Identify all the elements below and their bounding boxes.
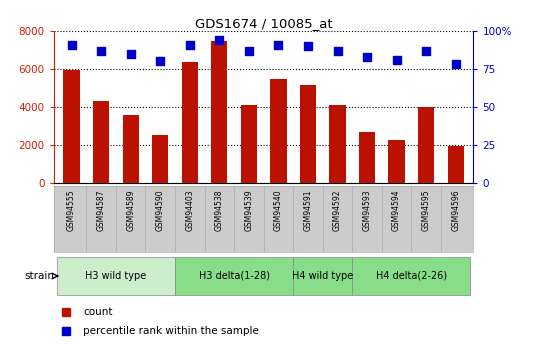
Text: GSM94591: GSM94591 — [303, 189, 313, 231]
Point — [245, 48, 253, 53]
Bar — [293, 257, 352, 295]
Text: GSM94539: GSM94539 — [244, 189, 253, 231]
Text: GSM94596: GSM94596 — [451, 189, 460, 231]
Bar — [123, 115, 139, 183]
Bar — [240, 106, 257, 183]
Bar — [388, 140, 405, 183]
Point — [215, 37, 224, 43]
Point — [363, 54, 371, 60]
Text: GSM94587: GSM94587 — [97, 189, 105, 231]
Bar — [152, 135, 168, 183]
Text: GSM94594: GSM94594 — [392, 189, 401, 231]
Point — [451, 62, 460, 67]
Point — [392, 57, 401, 63]
Point — [126, 51, 135, 57]
Bar — [93, 101, 109, 183]
Point — [156, 59, 165, 64]
Text: GSM94590: GSM94590 — [155, 189, 165, 231]
Bar — [329, 106, 345, 183]
Text: GSM94593: GSM94593 — [363, 189, 372, 231]
Bar — [418, 107, 434, 183]
Text: GSM94592: GSM94592 — [333, 189, 342, 231]
Point — [186, 42, 194, 48]
Text: GSM94555: GSM94555 — [67, 189, 76, 231]
Text: GSM94538: GSM94538 — [215, 189, 224, 231]
Bar — [359, 132, 375, 183]
Bar — [211, 41, 228, 183]
Text: GSM94540: GSM94540 — [274, 189, 283, 231]
Point — [97, 48, 105, 53]
Point — [67, 42, 76, 48]
Bar — [56, 257, 175, 295]
Text: H3 delta(1-28): H3 delta(1-28) — [199, 271, 270, 281]
Text: strain: strain — [24, 271, 54, 281]
Text: count: count — [83, 307, 112, 317]
Text: H3 wild type: H3 wild type — [85, 271, 146, 281]
Point — [274, 42, 282, 48]
Title: GDS1674 / 10085_at: GDS1674 / 10085_at — [195, 17, 332, 30]
Bar — [63, 70, 80, 183]
Point — [422, 48, 430, 53]
Bar — [175, 257, 293, 295]
Text: GSM94595: GSM94595 — [422, 189, 430, 231]
Text: GSM94403: GSM94403 — [185, 189, 194, 231]
Bar — [300, 85, 316, 183]
Text: percentile rank within the sample: percentile rank within the sample — [83, 326, 259, 336]
Point — [333, 48, 342, 53]
Bar — [448, 146, 464, 183]
Text: H4 delta(2-26): H4 delta(2-26) — [376, 271, 447, 281]
Text: GSM94589: GSM94589 — [126, 189, 135, 231]
Bar — [270, 79, 287, 183]
Text: H4 wild type: H4 wild type — [292, 271, 353, 281]
Bar — [352, 257, 471, 295]
Bar — [182, 62, 198, 183]
Point — [303, 43, 312, 49]
